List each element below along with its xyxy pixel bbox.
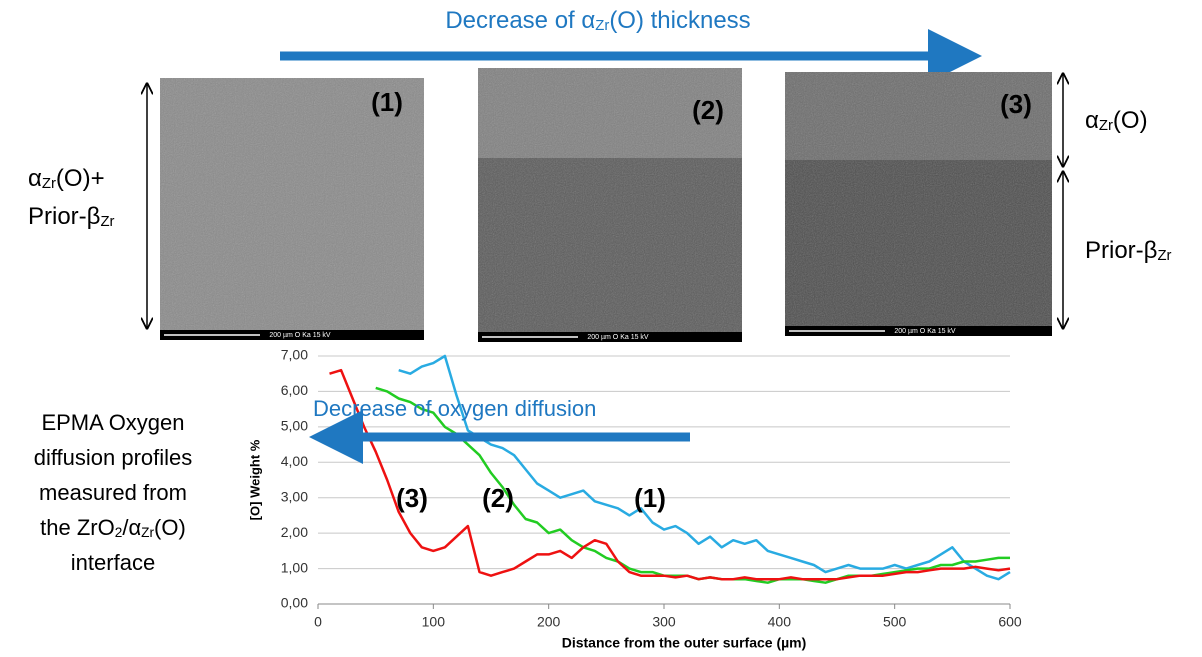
scale-bar-text: 200 µm O Ka 15 kV — [894, 328, 956, 335]
x-tick-label: 500 — [883, 614, 907, 630]
y-axis-label: [O] Weight % — [247, 439, 262, 520]
plot-area — [318, 356, 1010, 604]
text-run: measured from — [39, 480, 187, 505]
micrograph-label: (3) — [1000, 89, 1032, 119]
subscript: Zr — [100, 214, 114, 230]
y-tick-label: 0,00 — [281, 595, 308, 611]
micrograph-3 — [785, 72, 1052, 336]
subscript: 2 — [115, 525, 123, 540]
text-run: interface — [71, 550, 155, 575]
y-tick-label: 1,00 — [281, 559, 308, 575]
top-caption: Decrease of αZr(O) thickness — [445, 7, 750, 34]
caption-line: diffusion profiles — [34, 445, 193, 470]
subscript: Zr — [1099, 118, 1113, 134]
micrograph-2 — [478, 68, 742, 342]
series-line — [398, 354, 1011, 581]
x-tick-label: 100 — [422, 614, 446, 630]
diffusion-annotation: Decrease of oxygen diffusion — [313, 396, 596, 421]
series-line — [329, 368, 1011, 581]
micrograph-1 — [160, 78, 424, 340]
text-run: the ZrO — [40, 515, 115, 540]
text-run: (O)+ — [56, 165, 105, 192]
x-tick-label: 400 — [768, 614, 792, 630]
scale-bar-text: 200 µm O Ka 15 kV — [269, 332, 331, 339]
x-tick-label: 200 — [537, 614, 561, 630]
series-label: (3) — [396, 483, 428, 513]
x-axis-label: Distance from the outer surface (µm) — [562, 635, 807, 651]
text-run: (O) thickness — [609, 7, 750, 34]
text-run: Prior-β — [1085, 237, 1157, 264]
caption-line: measured from — [39, 480, 187, 505]
series-label: (2) — [482, 483, 514, 513]
y-tick-label: 2,00 — [281, 524, 308, 540]
y-tick-label: 7,00 — [281, 347, 308, 363]
micrograph-label: (2) — [692, 95, 724, 125]
x-tick-label: 300 — [652, 614, 676, 630]
text-run: /α — [122, 515, 141, 540]
left-label: Prior-βZr — [28, 203, 115, 230]
subscript: Zr — [595, 18, 609, 34]
text-run: Prior-β — [28, 203, 100, 230]
subscript: Zr — [141, 525, 154, 540]
text-run: α — [28, 165, 42, 192]
text-run: α — [1085, 107, 1099, 134]
x-tick-label: 600 — [998, 614, 1022, 630]
series-label: (1) — [634, 483, 666, 513]
left-label: αZr(O)+ — [28, 165, 105, 192]
scale-bar-text: 200 µm O Ka 15 kV — [587, 334, 649, 341]
caption-line: the ZrO2/αZr(O) — [40, 515, 186, 540]
text-run: Decrease of α — [445, 7, 595, 34]
subscript: Zr — [1157, 248, 1171, 264]
right-label: Prior-βZr — [1085, 237, 1172, 264]
caption-line: EPMA Oxygen — [41, 410, 184, 435]
text-run: (O) — [1113, 107, 1148, 134]
micrograph-label: (1) — [371, 87, 403, 117]
y-tick-label: 6,00 — [281, 382, 308, 398]
text-run: (O) — [154, 515, 186, 540]
y-tick-label: 4,00 — [281, 453, 308, 469]
x-tick-label: 0 — [314, 614, 322, 630]
subscript: Zr — [42, 176, 56, 192]
y-tick-label: 3,00 — [281, 488, 308, 504]
text-run: EPMA Oxygen — [41, 410, 184, 435]
caption-line: interface — [71, 550, 155, 575]
text-run: diffusion profiles — [34, 445, 193, 470]
y-tick-label: 5,00 — [281, 418, 308, 434]
right-label: αZr(O) — [1085, 107, 1148, 134]
